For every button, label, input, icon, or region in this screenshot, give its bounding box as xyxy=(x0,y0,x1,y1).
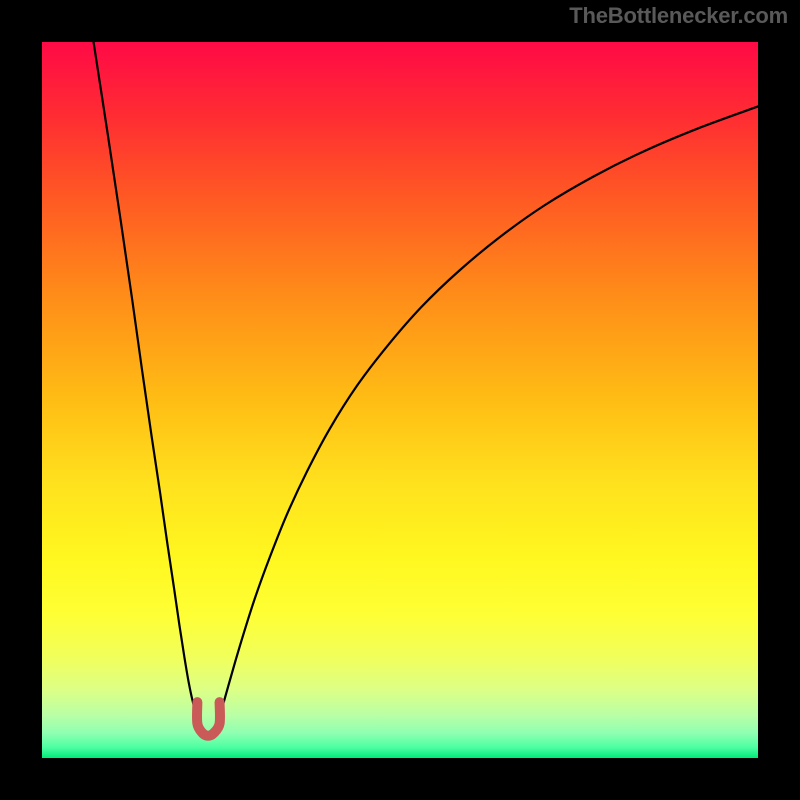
chart-root: TheBottlenecker.com xyxy=(0,0,800,800)
chart-canvas xyxy=(0,0,800,800)
watermark-text: TheBottlenecker.com xyxy=(569,3,788,29)
